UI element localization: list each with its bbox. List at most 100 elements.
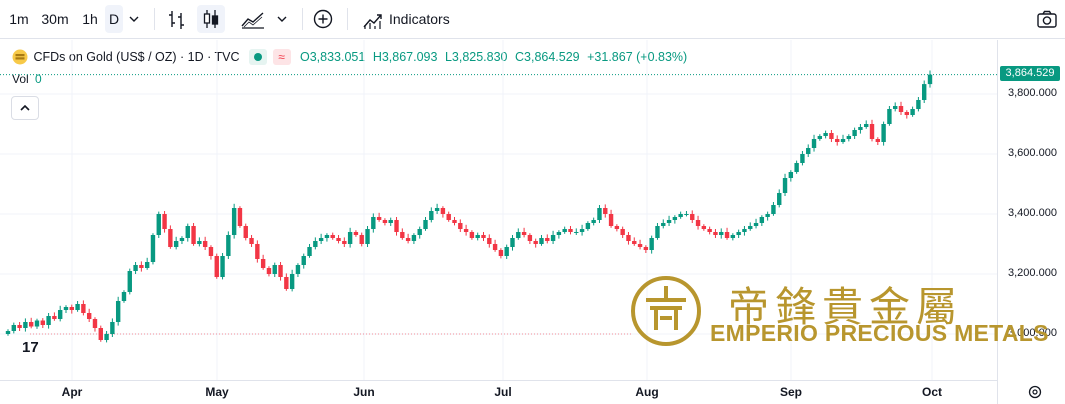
candle bbox=[672, 215, 678, 224]
candle bbox=[121, 290, 127, 303]
interval-1m-button[interactable]: 1m bbox=[9, 11, 29, 27]
candle bbox=[730, 233, 736, 241]
candle bbox=[835, 135, 840, 146]
watermark-emblem-icon bbox=[631, 276, 701, 346]
candle bbox=[313, 237, 318, 250]
candle bbox=[34, 318, 40, 329]
y-tick-label: 3,200.000 bbox=[1008, 267, 1057, 279]
candle bbox=[707, 226, 712, 235]
chart-toolbar: 1m 30m 1h D Indicators bbox=[0, 0, 1065, 38]
candle bbox=[840, 134, 846, 144]
candle bbox=[330, 232, 335, 240]
candle bbox=[127, 268, 132, 295]
camera-icon bbox=[1037, 10, 1057, 28]
candle bbox=[742, 226, 747, 236]
candle bbox=[887, 106, 892, 126]
candle bbox=[434, 203, 440, 214]
candle bbox=[487, 234, 492, 248]
candle bbox=[197, 237, 202, 247]
interval-dropdown-button[interactable] bbox=[124, 5, 144, 33]
interval-1h-button[interactable]: 1h bbox=[82, 11, 98, 27]
watermark-chinese: 帝鋒貴金屬 bbox=[728, 283, 963, 331]
candle bbox=[719, 228, 724, 239]
candle bbox=[324, 233, 330, 242]
candle bbox=[69, 304, 74, 314]
candle bbox=[104, 331, 109, 343]
candle bbox=[823, 130, 828, 139]
settings-icon-center bbox=[1032, 389, 1038, 395]
candle bbox=[545, 234, 550, 244]
candle bbox=[400, 228, 405, 240]
symbol-title[interactable]: CFDs on Gold (US$ / OZ) · 1D · TVC bbox=[33, 49, 240, 64]
collapse-legend-button[interactable] bbox=[11, 96, 39, 120]
candle bbox=[469, 230, 475, 240]
candle bbox=[318, 233, 324, 244]
symbol-legend: CFDs on Gold (US$ / OZ) · 1D · TVC ≈ O3,… bbox=[12, 47, 687, 65]
candle-style-button[interactable] bbox=[197, 5, 225, 33]
candle bbox=[417, 226, 422, 239]
compare-button[interactable] bbox=[309, 5, 337, 33]
candle bbox=[893, 102, 898, 112]
candle bbox=[353, 230, 359, 237]
candle bbox=[510, 235, 515, 251]
candle bbox=[446, 211, 451, 222]
candle bbox=[214, 253, 219, 279]
candle bbox=[927, 70, 933, 88]
interval-d-button[interactable]: D bbox=[105, 5, 123, 33]
legend-low: L3,825.830 bbox=[444, 49, 508, 64]
y-tick-label: 3,000.000 bbox=[1008, 327, 1057, 339]
y-tick-label: 3,800.000 bbox=[1008, 87, 1057, 99]
candle bbox=[817, 134, 823, 141]
candle bbox=[922, 80, 927, 103]
candle bbox=[243, 223, 248, 241]
candle bbox=[371, 213, 376, 233]
gold-bars-icon bbox=[12, 49, 28, 65]
candle bbox=[57, 305, 63, 322]
candle bbox=[81, 300, 86, 316]
candle bbox=[724, 227, 730, 240]
legend-high: H3,867.093 bbox=[372, 49, 438, 64]
candle bbox=[133, 262, 138, 274]
candle bbox=[220, 253, 225, 280]
candle bbox=[336, 235, 341, 244]
candle bbox=[359, 232, 364, 247]
candle bbox=[115, 296, 121, 326]
candle bbox=[411, 233, 417, 244]
candle bbox=[875, 137, 881, 145]
candle bbox=[603, 204, 608, 218]
candle bbox=[579, 224, 585, 236]
candle bbox=[237, 206, 243, 228]
candle bbox=[255, 240, 260, 263]
candle bbox=[777, 189, 782, 208]
data-status-badge: ≈ bbox=[272, 48, 291, 65]
candle bbox=[800, 151, 805, 166]
candle bbox=[829, 130, 834, 142]
candle bbox=[852, 127, 857, 139]
indicators-button[interactable]: Indicators bbox=[358, 5, 458, 33]
candle bbox=[481, 232, 486, 241]
candle bbox=[811, 134, 817, 152]
style-dropdown-button[interactable] bbox=[272, 5, 292, 33]
bar-style-button[interactable] bbox=[163, 5, 191, 33]
candle bbox=[661, 219, 666, 229]
interval-30m-button[interactable]: 30m bbox=[41, 11, 69, 27]
candle bbox=[63, 305, 69, 313]
candle bbox=[637, 239, 643, 250]
candle bbox=[504, 244, 509, 259]
candle bbox=[23, 318, 28, 332]
area-style-button[interactable] bbox=[238, 5, 268, 33]
settings-icon bbox=[1028, 385, 1042, 399]
candle bbox=[608, 209, 614, 228]
candle bbox=[614, 224, 620, 232]
candle bbox=[794, 160, 799, 174]
candle bbox=[382, 218, 388, 226]
candle bbox=[556, 230, 562, 239]
snapshot-button[interactable] bbox=[1033, 5, 1061, 33]
candle bbox=[284, 273, 289, 291]
candle bbox=[516, 228, 521, 240]
candle bbox=[788, 170, 794, 182]
candle bbox=[574, 228, 579, 235]
candle bbox=[695, 215, 701, 230]
x-tick-label: Apr bbox=[61, 385, 83, 399]
